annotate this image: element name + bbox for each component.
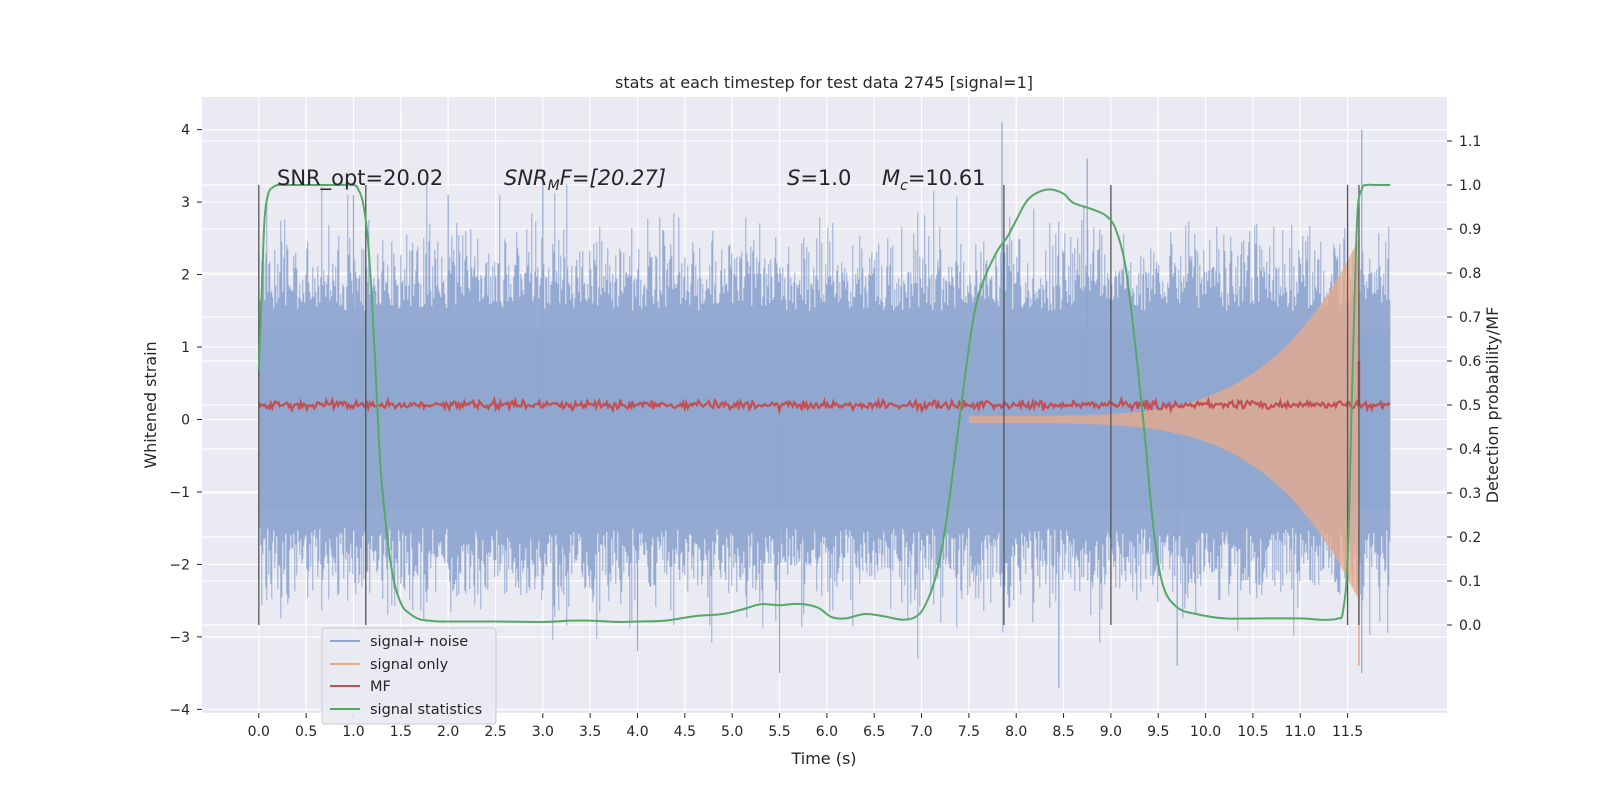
annotation-snr-mf-symbol: SNR — [504, 166, 548, 190]
vertical-markers — [258, 185, 1360, 625]
legend-label-mf: MF — [370, 679, 391, 695]
x-tick-label: 2.5 — [484, 724, 506, 740]
x-tick-label: 10.5 — [1237, 724, 1268, 740]
y-ticks-right: 1.1 1.0 0.9 0.8 0.7 0.6 0.5 0.4 0.3 0.2 0.1 0.0 — [1447, 134, 1481, 634]
legend-item-signal-only: signal only — [330, 657, 449, 673]
y-tick-label: 3 — [181, 195, 190, 211]
y-right-tick-label: 0.6 — [1459, 354, 1481, 370]
x-tick-label: 2.0 — [437, 724, 459, 740]
x-tick-label: 0.0 — [248, 724, 270, 740]
y-right-tick-label: 0.0 — [1459, 618, 1481, 634]
x-tick-label: 1.5 — [390, 724, 412, 740]
annotation-mc: Mc=10.61 — [882, 166, 986, 194]
signal-statistics-series — [257, 183, 1391, 623]
y-right-tick-label: 0.7 — [1459, 310, 1481, 326]
x-axis-label: Time (s) — [790, 749, 856, 768]
legend-item-mf: MF — [330, 679, 391, 695]
y-right-tick-label: 0.9 — [1459, 222, 1481, 238]
legend-label-signal-only: signal only — [370, 657, 449, 673]
y-right-tick-label: 1.1 — [1459, 134, 1481, 150]
y-right-tick-label: 0.2 — [1459, 530, 1481, 546]
y-axis-label-right: Detection probability/MF — [1483, 307, 1502, 504]
legend-label-signal-statistics: signal statistics — [370, 702, 482, 718]
y-right-tick-label: 0.5 — [1459, 398, 1481, 414]
x-tick-label: 9.0 — [1100, 724, 1122, 740]
y-tick-label: −4 — [169, 702, 190, 718]
y-right-tick-label: 0.4 — [1459, 442, 1481, 458]
x-tick-label: 6.0 — [816, 724, 838, 740]
annotation-snr-opt: SNR_opt=20.02 — [277, 166, 443, 191]
x-tick-label: 4.0 — [626, 724, 648, 740]
x-tick-label: 10.0 — [1190, 724, 1221, 740]
y-right-tick-label: 0.8 — [1459, 266, 1481, 282]
x-tick-label: 6.5 — [863, 724, 885, 740]
x-tick-label: 7.5 — [958, 724, 980, 740]
legend-label-signal-noise: signal+ noise — [370, 634, 468, 650]
annotation-s-symbol: S — [787, 166, 800, 190]
annotation-snr-mf: SNRMF=[20.27] — [504, 166, 666, 194]
x-tick-label: 11.0 — [1285, 724, 1316, 740]
x-tick-label: 8.0 — [1005, 724, 1027, 740]
annotation-s-value: =1.0 — [800, 166, 851, 190]
y-tick-label: 2 — [181, 268, 190, 284]
x-tick-label: 1.0 — [342, 724, 364, 740]
legend: signal+ noise signal only MF signal stat… — [321, 627, 497, 725]
x-ticks: 0.0 0.5 1.0 1.5 2.0 2.5 3.0 3.5 4.0 4.5 5.0 5.5 6.0 6… — [248, 713, 1363, 740]
y-ticks: 4 3 2 1 0 −1 −2 −3 −4 — [169, 123, 202, 718]
x-tick-label: 5.5 — [768, 724, 790, 740]
x-tick-label: 3.5 — [579, 724, 601, 740]
mf-trace — [257, 395, 1391, 415]
signal-only-envelope — [968, 238, 1359, 601]
x-tick-label: 11.5 — [1332, 724, 1363, 740]
y-axis-label: Whitened strain — [141, 341, 160, 468]
annotation-mc-subscript: c — [900, 178, 908, 194]
x-tick-label: 5.0 — [721, 724, 743, 740]
y-right-tick-label: 1.0 — [1459, 178, 1481, 194]
y-tick-label: 0 — [181, 412, 190, 428]
legend-box — [321, 627, 497, 725]
y-right-tick-label: 0.1 — [1459, 574, 1481, 590]
x-tick-label: 7.0 — [910, 724, 932, 740]
legend-item-signal-statistics: signal statistics — [330, 702, 482, 718]
y-right-tick-label: 0.3 — [1459, 486, 1481, 502]
annotation-mc-value: =10.61 — [908, 166, 986, 190]
annotation-snr-mf-value: F=[20.27] — [560, 166, 666, 190]
chart-title: stats at each timestep for test data 274… — [615, 73, 1033, 92]
x-tick-label: 4.5 — [674, 724, 696, 740]
annotation-mc-symbol: M — [882, 166, 900, 190]
y-tick-label: −3 — [169, 630, 190, 646]
x-tick-label: 9.5 — [1147, 724, 1169, 740]
y-tick-label: 1 — [181, 340, 190, 356]
annotation-snr-mf-subscript: M — [548, 178, 560, 194]
signal-statistics-line — [257, 183, 1391, 623]
y-tick-label: −1 — [169, 485, 190, 501]
y-tick-label: −2 — [169, 557, 190, 573]
x-tick-label: 8.5 — [1052, 724, 1074, 740]
y-tick-label: 4 — [181, 123, 190, 139]
annotation-s: S=1.0 — [787, 166, 851, 190]
legend-item-signal-noise: signal+ noise — [330, 634, 468, 650]
x-tick-label: 3.0 — [532, 724, 554, 740]
x-tick-label: 0.5 — [295, 724, 317, 740]
